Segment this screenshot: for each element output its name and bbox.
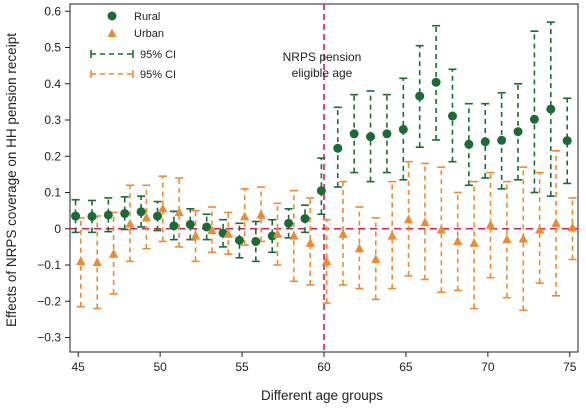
urban-point bbox=[207, 225, 217, 235]
rural-point bbox=[71, 211, 81, 221]
x-tick-label: 45 bbox=[72, 360, 86, 374]
y-tick-label: 0.4 bbox=[44, 77, 61, 91]
rural-point bbox=[349, 129, 359, 139]
rural-point bbox=[185, 219, 195, 229]
urban-point bbox=[92, 257, 102, 267]
y-tick-label: 0.6 bbox=[44, 4, 61, 18]
annotation-line2: eligible age bbox=[292, 66, 353, 80]
y-tick-label: 0.5 bbox=[44, 41, 61, 55]
urban-point bbox=[453, 236, 463, 246]
rural-point bbox=[513, 127, 523, 137]
urban-point bbox=[436, 224, 446, 234]
legend-rural-label: Rural bbox=[134, 11, 160, 23]
reference-lines bbox=[70, 4, 578, 352]
urban-point bbox=[125, 218, 135, 228]
rural-point bbox=[136, 207, 146, 217]
urban-point bbox=[469, 238, 479, 247]
annotation-line1: NRPS pension bbox=[283, 50, 362, 64]
rural-point bbox=[333, 143, 343, 153]
rural-point bbox=[447, 111, 457, 121]
urban-point bbox=[240, 211, 250, 221]
urban-point bbox=[567, 222, 578, 232]
urban-point bbox=[256, 209, 266, 219]
urban-point bbox=[272, 228, 283, 238]
urban-point bbox=[502, 234, 512, 244]
rural-point bbox=[497, 135, 507, 145]
urban-point bbox=[535, 224, 545, 234]
legend-rural-marker bbox=[107, 11, 117, 21]
rural-point bbox=[169, 221, 179, 231]
y-tick-label: −0.2 bbox=[37, 294, 61, 308]
legend: Rural Urban 95% CI 95% CI bbox=[90, 11, 176, 81]
rural-point bbox=[202, 222, 212, 232]
urban-point bbox=[403, 214, 414, 224]
rural-point bbox=[562, 136, 572, 146]
urban-point bbox=[305, 238, 315, 247]
rural-point bbox=[153, 211, 163, 221]
y-tick-label: 0.2 bbox=[44, 149, 61, 163]
legend-urban-ci-symbol bbox=[90, 70, 134, 78]
x-tick-label: 65 bbox=[399, 360, 413, 374]
urban-point bbox=[108, 248, 119, 258]
urban-point bbox=[518, 233, 528, 243]
x-tick-label: 60 bbox=[317, 360, 331, 374]
urban-point bbox=[190, 230, 201, 240]
rural-point bbox=[267, 231, 277, 241]
y-tick-label: 0.1 bbox=[44, 186, 61, 200]
legend-urban-marker bbox=[107, 28, 117, 37]
rural-point bbox=[366, 132, 376, 142]
y-tick-label: 0 bbox=[54, 222, 61, 236]
x-tick-label: 75 bbox=[563, 360, 577, 374]
x-tick-label: 50 bbox=[153, 360, 167, 374]
rural-point bbox=[529, 114, 539, 124]
x-tick-label: 55 bbox=[235, 360, 249, 374]
urban-point bbox=[289, 230, 299, 240]
x-axis-label: Different age groups bbox=[261, 388, 383, 403]
urban-point bbox=[338, 228, 348, 238]
rural-point bbox=[284, 218, 294, 228]
urban-point bbox=[141, 212, 151, 222]
y-axis-label: Effects of NRPS coverage on HH pension r… bbox=[4, 33, 19, 327]
axes: −0.3 −0.2 −0.1 0 0.1 0.2 0.3 0.4 0.5 0.6 45 50 55 60 6… bbox=[37, 3, 579, 374]
urban-point bbox=[76, 256, 86, 265]
urban-point bbox=[174, 207, 184, 217]
x-tick-label: 70 bbox=[481, 360, 495, 374]
rural-point bbox=[103, 210, 113, 220]
y-tick-label: 0.3 bbox=[44, 113, 61, 127]
legend-rural-ci-label: 95% CI bbox=[140, 49, 176, 61]
rural-point bbox=[120, 209, 130, 219]
urban-point bbox=[371, 254, 381, 264]
y-tick-label: −0.3 bbox=[37, 331, 61, 345]
urban-point bbox=[387, 230, 397, 240]
legend-rural-ci-symbol bbox=[90, 50, 134, 58]
rural-point bbox=[316, 186, 326, 196]
rural-point bbox=[234, 235, 244, 245]
rural-point bbox=[382, 129, 392, 139]
legend-urban-label: Urban bbox=[134, 28, 164, 40]
rural-point bbox=[415, 91, 425, 101]
legend-urban-ci-label: 95% CI bbox=[140, 69, 176, 81]
rural-point bbox=[87, 211, 97, 221]
urban-point bbox=[158, 203, 168, 213]
rural-point bbox=[251, 236, 261, 246]
urban-point bbox=[223, 228, 233, 238]
urban-point bbox=[354, 243, 364, 253]
y-tick-label: −0.1 bbox=[37, 258, 61, 272]
rural-point bbox=[398, 124, 408, 134]
rural-point bbox=[431, 77, 441, 87]
urban-point bbox=[551, 218, 561, 227]
urban-point bbox=[322, 256, 332, 265]
rural-point bbox=[546, 104, 556, 114]
chart-marks bbox=[71, 21, 578, 312]
urban-point bbox=[485, 219, 496, 229]
urban-point bbox=[420, 217, 430, 227]
rural-point bbox=[480, 137, 490, 147]
rural-point bbox=[300, 214, 310, 224]
rural-point bbox=[464, 139, 474, 149]
